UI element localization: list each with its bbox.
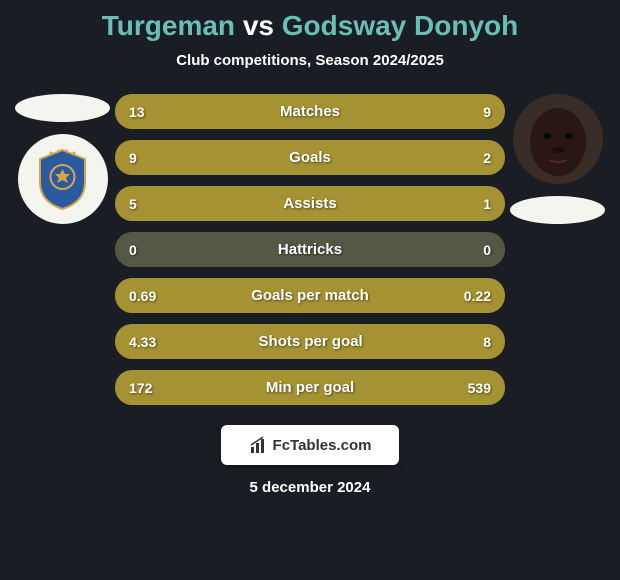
stat-val-left: 0.69: [115, 288, 170, 304]
footer-brand-text: FcTables.com: [273, 437, 372, 454]
stat-val-left: 13: [115, 104, 169, 120]
stat-label: Shots per goal: [170, 333, 451, 350]
stat-label: Hattricks: [169, 241, 451, 258]
stat-val-right: 1: [451, 196, 505, 212]
title-vs: vs: [243, 10, 274, 41]
stat-val-left: 9: [115, 150, 169, 166]
stat-val-right: 8: [451, 334, 505, 350]
stat-row: 0.69Goals per match0.22: [115, 278, 505, 313]
player1-avatar-placeholder: [15, 94, 110, 122]
footer-brand[interactable]: FcTables.com: [221, 425, 399, 465]
stat-label: Assists: [169, 195, 451, 212]
stats-panel: 13Matches99Goals25Assists10Hattricks00.6…: [115, 94, 505, 405]
stat-row: 4.33Shots per goal8: [115, 324, 505, 359]
title-p2: Godsway Donyoh: [282, 10, 518, 41]
player1-club-logo-bg: [18, 134, 108, 224]
stat-label: Min per goal: [169, 379, 451, 396]
page-title: Turgeman vs Godsway Donyoh: [102, 10, 518, 42]
stat-val-left: 5: [115, 196, 169, 212]
stat-label: Goals per match: [170, 287, 450, 304]
stat-val-right: 2: [451, 150, 505, 166]
stat-val-left: 172: [115, 380, 169, 396]
player2-club-placeholder: [510, 196, 605, 224]
stat-val-left: 4.33: [115, 334, 170, 350]
title-p1: Turgeman: [102, 10, 235, 41]
stat-row: 172Min per goal539: [115, 370, 505, 405]
stat-label: Goals: [169, 149, 451, 166]
chart-icon: [249, 435, 269, 455]
stat-row: 13Matches9: [115, 94, 505, 129]
stat-label: Matches: [169, 103, 451, 120]
stat-row: 9Goals2: [115, 140, 505, 175]
left-side: [10, 94, 115, 224]
stat-row: 0Hattricks0: [115, 232, 505, 267]
stat-val-right: 539: [451, 380, 505, 396]
player2-avatar: [513, 94, 603, 184]
right-side: [505, 94, 610, 224]
club-badge-icon: [35, 147, 90, 212]
stat-val-left: 0: [115, 242, 169, 258]
stat-val-right: 0: [451, 242, 505, 258]
content: 13Matches99Goals25Assists10Hattricks00.6…: [0, 94, 620, 405]
stat-row: 5Assists1: [115, 186, 505, 221]
stat-val-right: 0.22: [450, 288, 505, 304]
date-text: 5 december 2024: [250, 479, 371, 496]
subtitle: Club competitions, Season 2024/2025: [176, 52, 444, 69]
stat-val-right: 9: [451, 104, 505, 120]
